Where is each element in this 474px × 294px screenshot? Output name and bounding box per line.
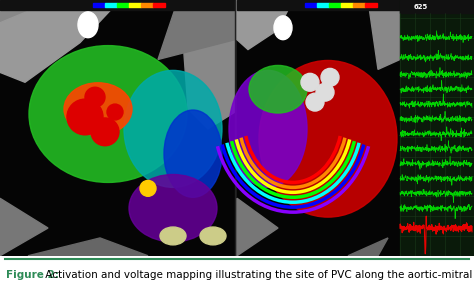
Bar <box>0 0 235 256</box>
Circle shape <box>306 93 324 111</box>
Polygon shape <box>180 0 235 129</box>
Ellipse shape <box>259 61 397 217</box>
Polygon shape <box>237 0 293 50</box>
Ellipse shape <box>229 70 307 187</box>
Bar <box>329 3 341 7</box>
Ellipse shape <box>29 46 187 182</box>
Circle shape <box>91 118 119 146</box>
Bar <box>153 3 165 7</box>
Polygon shape <box>0 0 70 62</box>
Bar <box>400 0 474 13</box>
Ellipse shape <box>78 12 98 38</box>
Polygon shape <box>0 198 48 256</box>
Bar <box>129 3 141 7</box>
Bar <box>365 3 377 7</box>
Bar <box>237 0 400 10</box>
Bar <box>105 3 117 7</box>
Text: 625: 625 <box>414 4 428 10</box>
Bar <box>237 0 474 256</box>
Circle shape <box>321 69 339 86</box>
Text: Activation and voltage mapping illustrating the site of PVC along the aortic-mit: Activation and voltage mapping illustrat… <box>42 270 474 280</box>
Polygon shape <box>158 0 235 59</box>
Bar <box>400 0 474 256</box>
Bar <box>93 3 105 7</box>
Circle shape <box>85 87 105 107</box>
Ellipse shape <box>160 227 186 245</box>
Circle shape <box>107 104 123 120</box>
Polygon shape <box>237 198 278 256</box>
Text: Figure 2:: Figure 2: <box>6 270 59 280</box>
Bar <box>305 3 317 7</box>
Circle shape <box>140 181 156 196</box>
Bar <box>0 0 235 10</box>
Circle shape <box>301 74 319 91</box>
Ellipse shape <box>64 83 132 135</box>
Ellipse shape <box>164 110 222 197</box>
Bar <box>353 3 365 7</box>
Polygon shape <box>368 0 400 69</box>
Polygon shape <box>348 238 388 256</box>
Polygon shape <box>28 238 148 256</box>
Ellipse shape <box>124 70 222 187</box>
Circle shape <box>316 83 334 101</box>
Ellipse shape <box>129 174 217 242</box>
Bar <box>317 3 329 7</box>
Ellipse shape <box>249 66 307 113</box>
Polygon shape <box>0 0 120 82</box>
Bar <box>117 3 129 7</box>
Ellipse shape <box>200 227 226 245</box>
Bar <box>235 0 237 256</box>
Bar <box>141 3 153 7</box>
Bar <box>341 3 353 7</box>
Circle shape <box>67 99 103 135</box>
Ellipse shape <box>274 16 292 40</box>
